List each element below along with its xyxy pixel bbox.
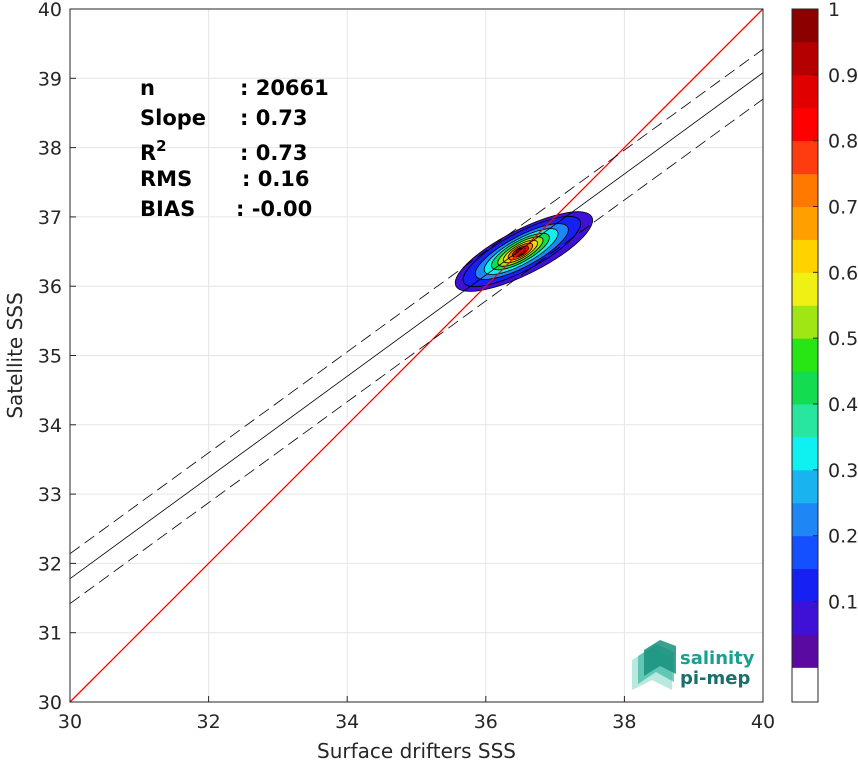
colorbar-segment — [792, 568, 818, 603]
y-axis-ticks: 30 31 32 33 34 35 36 37 38 39 40 — [38, 0, 76, 714]
x-axis-ticks: 30 32 34 36 38 40 — [58, 696, 775, 733]
density-contours — [454, 211, 593, 292]
colorbar-tick-label: 0.7 — [828, 197, 858, 219]
colorbar-segment-zero — [792, 667, 818, 702]
stat-value: : 0.73 — [240, 106, 308, 130]
y-tick-label: 35 — [38, 346, 62, 368]
y-tick-label: 38 — [38, 138, 62, 160]
colorbar-tick-label: 1 — [828, 0, 840, 21]
stats-annotation: n : 20661 Slope : 0.73 R2 : 0.73 RMS : 0.16 BIAS… — [140, 76, 329, 221]
colorbar-segment — [792, 338, 818, 372]
salinity-pi-mep-logo: salinity pi-mep — [632, 640, 755, 690]
y-tick-label: 40 — [38, 0, 62, 21]
fit-lines — [69, 8, 764, 703]
colorbar-segment — [792, 206, 818, 240]
stat-label: R2 — [140, 137, 167, 165]
y-tick-label: 36 — [38, 276, 62, 298]
logo-line1: salinity — [680, 648, 755, 669]
colorbar-segment — [792, 404, 818, 438]
colorbar: 0.1 0.2 0.3 0.4 0.5 0.6 0.7 0.8 0.9 1 — [791, 0, 858, 703]
x-tick-label: 40 — [751, 711, 775, 733]
y-tick-label: 34 — [38, 415, 62, 437]
y-tick-label: 37 — [38, 207, 62, 229]
colorbar-segment — [792, 239, 818, 273]
logo-line2: pi-mep — [680, 668, 750, 689]
colorbar-segment — [792, 305, 818, 339]
colorbar-segment — [792, 371, 818, 405]
colorbar-tick-label: 0.6 — [828, 262, 858, 284]
colorbar-segment — [792, 140, 818, 175]
stat-label: n — [140, 76, 155, 100]
stat-label: Slope — [140, 106, 206, 130]
y-axis-label: Satellite SSS — [3, 292, 27, 418]
colorbar-segment — [792, 173, 818, 208]
stat-label: BIAS — [140, 197, 195, 221]
stat-label: RMS — [140, 167, 192, 191]
colorbar-segment — [792, 41, 818, 76]
y-tick-label: 39 — [38, 68, 62, 90]
x-tick-label: 30 — [58, 711, 82, 733]
x-tick-label: 36 — [474, 711, 498, 733]
y-tick-label: 32 — [38, 553, 62, 575]
one-to-one-line — [69, 8, 764, 703]
colorbar-segment — [792, 502, 818, 537]
stat-superscript: 2 — [156, 137, 166, 155]
stat-value: : -0.00 — [236, 197, 312, 221]
x-axis-label: Surface drifters SSS — [317, 739, 516, 763]
stat-value: : 0.73 — [240, 141, 308, 165]
x-tick-label: 38 — [612, 711, 636, 733]
colorbar-tick-label: 0.4 — [828, 394, 858, 416]
colorbar-segment — [792, 535, 818, 570]
colorbar-segment — [792, 634, 818, 668]
stat-value: : 20661 — [240, 76, 329, 100]
colorbar-tick-label: 0.8 — [828, 131, 858, 153]
colorbar-segment — [792, 9, 818, 43]
colorbar-segment — [792, 469, 818, 504]
colorbar-frame — [791, 8, 819, 703]
colorbar-tick-label: 0.9 — [828, 65, 858, 87]
y-tick-label: 31 — [38, 623, 62, 645]
colorbar-segment — [792, 272, 818, 306]
colorbar-segment — [792, 74, 818, 109]
logo-icon — [632, 640, 676, 690]
colorbar-segment — [792, 601, 818, 635]
colorbar-tick-label: 0.2 — [828, 526, 858, 548]
stat-value: : 0.16 — [242, 167, 310, 191]
colorbar-segment — [792, 436, 818, 471]
y-tick-label: 33 — [38, 484, 62, 506]
colorbar-tick-label: 0.1 — [828, 592, 858, 614]
x-tick-label: 34 — [335, 711, 359, 733]
colorbar-tick-label: 0.5 — [828, 328, 858, 350]
x-tick-label: 32 — [197, 711, 221, 733]
y-tick-label: 30 — [38, 692, 62, 714]
colorbar-tick-label: 0.3 — [828, 460, 858, 482]
regression-line — [69, 72, 764, 579]
colorbar-segment — [792, 107, 818, 142]
